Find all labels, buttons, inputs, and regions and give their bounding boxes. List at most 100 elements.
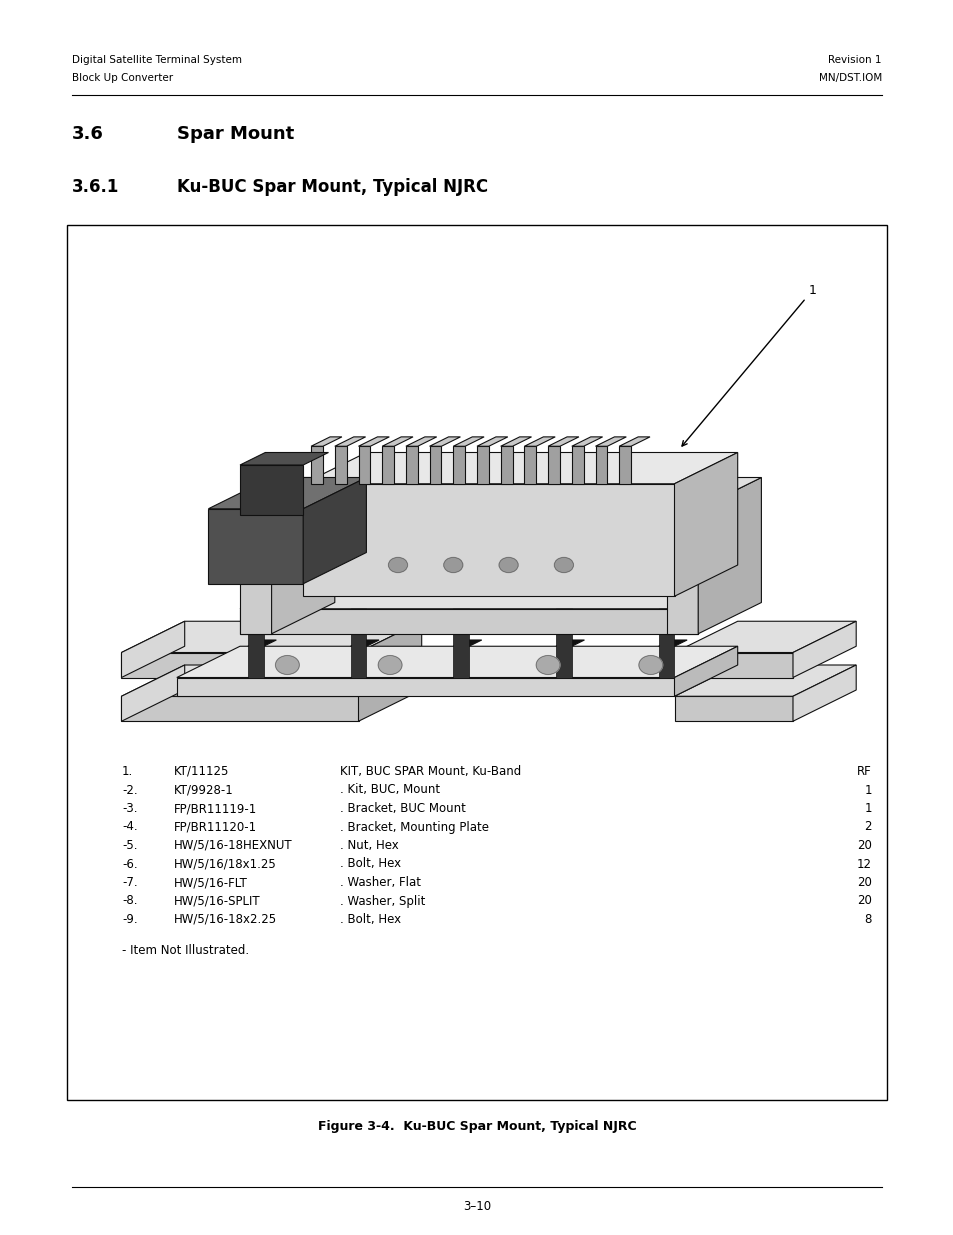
Polygon shape [240,466,303,515]
Text: Revision 1: Revision 1 [827,56,882,65]
Polygon shape [121,664,185,721]
Bar [453,564,469,678]
Polygon shape [208,509,303,584]
Bar [67,225,886,1100]
Polygon shape [524,437,555,446]
Polygon shape [429,437,460,446]
Polygon shape [121,697,358,721]
Bar [351,564,366,678]
Text: HW/5/16-SPLIT: HW/5/16-SPLIT [173,894,260,908]
Polygon shape [303,452,737,484]
Text: -9.: -9. [122,913,137,926]
Text: -8.: -8. [122,894,137,908]
Text: 3–10: 3–10 [462,1200,491,1213]
Polygon shape [571,437,602,446]
Polygon shape [405,437,436,446]
Polygon shape [240,509,272,634]
Polygon shape [476,446,488,484]
Polygon shape [382,446,394,484]
Text: -6.: -6. [122,857,137,871]
Polygon shape [335,446,346,484]
Text: KIT, BUC SPAR Mount, Ku-Band: KIT, BUC SPAR Mount, Ku-Band [339,764,520,778]
Text: . Bracket, BUC Mount: . Bracket, BUC Mount [339,802,465,815]
Text: 2: 2 [863,820,871,834]
Polygon shape [548,446,559,484]
Polygon shape [358,664,421,721]
Text: HW/5/16-FLT: HW/5/16-FLT [173,876,248,889]
Polygon shape [335,437,365,446]
Circle shape [554,557,573,573]
Text: Digital Satellite Terminal System: Digital Satellite Terminal System [71,56,242,65]
Text: . Kit, BUC, Mount: . Kit, BUC, Mount [339,783,439,797]
Text: . Bracket, Mounting Plate: . Bracket, Mounting Plate [339,820,489,834]
Text: -2.: -2. [122,783,137,797]
Polygon shape [618,446,630,484]
Text: Figure 3-4.  Ku-BUC Spar Mount, Typical NJRC: Figure 3-4. Ku-BUC Spar Mount, Typical N… [317,1120,636,1132]
Polygon shape [176,678,674,697]
Polygon shape [674,452,737,597]
Bar [556,564,571,678]
Polygon shape [121,664,421,697]
Polygon shape [500,446,512,484]
Text: 3.6: 3.6 [71,125,104,143]
Polygon shape [666,478,760,509]
Polygon shape [453,437,483,446]
Polygon shape [658,640,686,646]
Text: 20: 20 [856,839,871,852]
Text: 3.6.1: 3.6.1 [71,178,119,196]
Bar [658,564,674,678]
Text: . Washer, Flat: . Washer, Flat [339,876,420,889]
Circle shape [498,557,517,573]
Text: . Washer, Split: . Washer, Split [339,894,425,908]
Text: HW/5/16/18x1.25: HW/5/16/18x1.25 [173,857,276,871]
Circle shape [536,656,559,674]
Text: Block Up Converter: Block Up Converter [71,73,172,83]
Polygon shape [240,609,698,634]
Polygon shape [524,446,536,484]
Polygon shape [311,437,341,446]
Polygon shape [121,621,421,652]
Polygon shape [674,697,792,721]
Polygon shape [303,484,674,597]
Polygon shape [556,640,584,646]
Polygon shape [500,437,531,446]
Bar [248,564,263,678]
Text: -5.: -5. [122,839,137,852]
Text: 1.: 1. [122,764,133,778]
Text: 1: 1 [681,284,816,446]
Polygon shape [121,652,358,678]
Text: -7.: -7. [122,876,137,889]
Polygon shape [666,509,698,634]
Text: KT/9928-1: KT/9928-1 [173,783,233,797]
Text: 20: 20 [856,894,871,908]
Text: KT/11125: KT/11125 [173,764,229,778]
Text: . Bolt, Hex: . Bolt, Hex [339,857,400,871]
Text: MN/DST.IOM: MN/DST.IOM [818,73,882,83]
Polygon shape [595,446,607,484]
Polygon shape [303,478,366,584]
Polygon shape [248,640,276,646]
Polygon shape [121,621,185,678]
Text: HW/5/16-18x2.25: HW/5/16-18x2.25 [173,913,276,926]
Text: -3.: -3. [122,802,137,815]
Polygon shape [674,652,792,678]
Text: FP/BR11120-1: FP/BR11120-1 [173,820,257,834]
Polygon shape [595,437,626,446]
Text: 12: 12 [856,857,871,871]
Polygon shape [698,478,760,634]
Polygon shape [453,446,465,484]
Polygon shape [240,578,760,609]
Polygon shape [405,446,417,484]
Circle shape [443,557,462,573]
Polygon shape [358,446,370,484]
Polygon shape [674,621,855,652]
Text: - Item Not Illustrated.: - Item Not Illustrated. [122,944,249,956]
Polygon shape [358,621,421,678]
Circle shape [639,656,662,674]
Text: RF: RF [857,764,871,778]
Polygon shape [240,478,335,509]
Circle shape [388,557,407,573]
Text: 20: 20 [856,876,871,889]
Polygon shape [351,640,378,646]
Polygon shape [429,446,441,484]
